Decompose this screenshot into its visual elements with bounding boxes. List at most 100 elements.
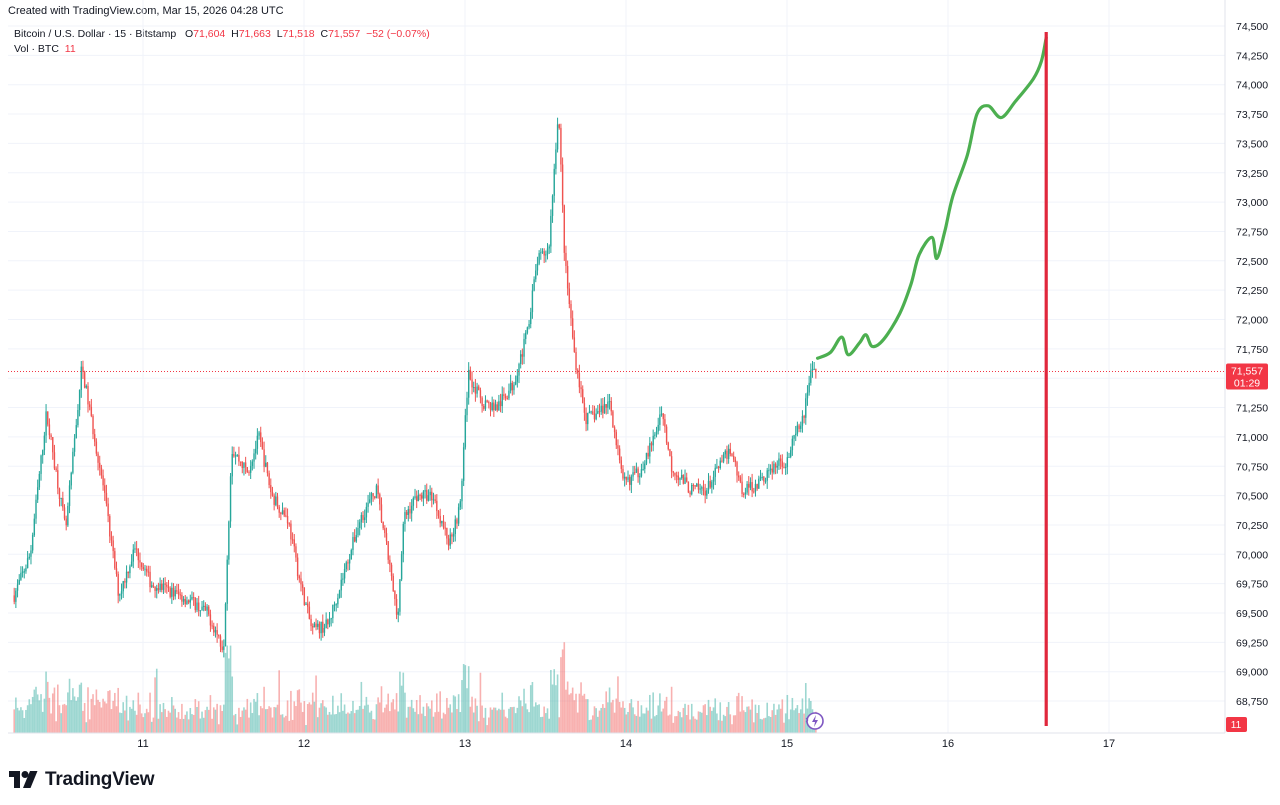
symbol-title[interactable]: Bitcoin / U.S. Dollar · 15 · Bitstamp — [14, 28, 177, 40]
candle-body — [68, 485, 71, 506]
volume-bar — [288, 720, 291, 733]
candle-body — [375, 485, 378, 498]
candle-body — [57, 470, 59, 489]
volume-bar — [462, 664, 465, 733]
close-label: C — [320, 28, 329, 40]
candle-body — [669, 449, 671, 457]
volume-bar — [707, 699, 710, 733]
candle-body — [773, 463, 775, 473]
candle-body — [786, 457, 789, 467]
candle-body — [680, 474, 683, 479]
candle-body — [759, 477, 762, 479]
volume-bar — [67, 692, 69, 733]
candle-body — [538, 253, 540, 264]
candle-body — [305, 603, 307, 606]
candle-body — [263, 449, 265, 467]
volume-label[interactable]: Vol · BTC — [14, 43, 59, 55]
volume-bar — [21, 710, 24, 733]
volume-bar — [783, 722, 785, 733]
candle-body — [238, 454, 240, 462]
tradingview-logo[interactable]: TradingView — [9, 769, 155, 791]
candle-body — [447, 538, 450, 546]
volume-bar — [330, 714, 332, 733]
candle-body — [623, 476, 626, 479]
candle-body — [808, 382, 810, 393]
candle-body — [675, 475, 678, 477]
volume-bar — [246, 698, 249, 733]
candle-body — [369, 499, 371, 503]
volume-bar — [556, 674, 559, 733]
volume-bar — [466, 688, 468, 733]
candle-body — [691, 485, 693, 495]
candle-body — [197, 602, 200, 611]
candle-body — [129, 566, 131, 574]
candle-body — [310, 618, 312, 627]
volume-bar — [643, 713, 646, 733]
volume-bar — [694, 718, 696, 733]
candle-body — [291, 539, 294, 541]
volume-bar — [763, 718, 765, 733]
candle-body — [734, 459, 737, 463]
candle-body — [226, 559, 228, 604]
volume-bar — [692, 716, 695, 733]
volume-bar — [124, 710, 126, 733]
volume-bar — [219, 705, 222, 733]
candle-body — [644, 463, 646, 470]
volume-bar — [729, 714, 732, 733]
volume-bar — [516, 707, 519, 733]
volume-bar — [405, 717, 408, 733]
candle-body — [156, 588, 158, 591]
candle-body — [104, 485, 106, 493]
volume-bar — [600, 707, 602, 733]
candle-body — [300, 578, 302, 585]
candle-body — [419, 494, 421, 496]
candle-body — [82, 366, 84, 372]
candle-body — [25, 568, 27, 572]
candle-body — [499, 401, 502, 407]
candle-body — [132, 549, 134, 562]
lightning-icon[interactable] — [805, 712, 824, 730]
candle-body — [278, 506, 280, 513]
time-tick-label: 12 — [298, 738, 310, 750]
candle-body — [357, 527, 359, 536]
volume-bar — [327, 714, 329, 733]
volume-bar — [457, 694, 460, 733]
candle-body — [38, 473, 41, 488]
candle-body — [798, 425, 800, 429]
volume-bar — [801, 698, 804, 733]
candle-body — [749, 482, 752, 488]
volume-bar — [479, 672, 482, 733]
volume-bar — [521, 706, 524, 733]
volume-bar — [508, 708, 510, 733]
volume-bar — [315, 675, 317, 733]
high-label: H — [231, 28, 239, 40]
candle-body — [154, 586, 156, 591]
volume-bar — [92, 694, 94, 733]
candle-body — [281, 510, 284, 515]
volume-bar — [127, 720, 130, 733]
candle-body — [109, 516, 111, 537]
volume-bar — [33, 689, 36, 733]
candle-body — [400, 554, 403, 580]
volume-bar — [149, 692, 151, 733]
price-tick-label: 72,000 — [1236, 315, 1268, 327]
volume-bar — [734, 715, 737, 733]
candle-body — [506, 397, 508, 399]
volume-bar — [452, 695, 455, 733]
volume-bar — [437, 711, 440, 733]
volume-bar — [553, 669, 556, 733]
volume-bar — [533, 706, 535, 733]
candle-body — [355, 535, 358, 542]
candle-body — [580, 387, 582, 390]
volume-bar — [742, 710, 745, 733]
candle-body — [511, 382, 513, 391]
volume-bar — [177, 712, 180, 733]
candle-body — [478, 386, 480, 391]
volume-bar — [638, 716, 641, 733]
volume-bar — [620, 707, 623, 733]
volume-bar — [142, 717, 145, 733]
volume-bar — [595, 708, 597, 733]
candle-body — [498, 401, 500, 411]
candle-body — [246, 466, 249, 473]
